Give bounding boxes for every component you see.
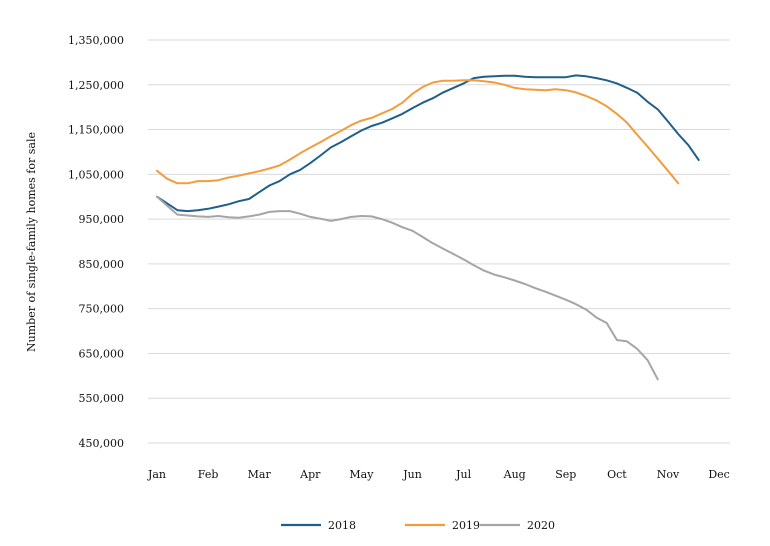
x-tick-label: Oct (607, 468, 627, 481)
y-axis-ticks: 450,000 550,000 650,000 750,000 850,000 950,0… (68, 34, 124, 450)
legend-label: 2019 (452, 519, 480, 532)
x-tick-label: Jun (402, 468, 422, 481)
series-line-2020 (156, 195, 659, 381)
y-tick-label: 1,350,000 (68, 34, 124, 47)
y-axis-label: Number of single-family homes for sale (25, 132, 38, 352)
x-tick-label: Nov (657, 468, 680, 481)
x-tick-label: Apr (299, 468, 321, 481)
legend-label: 2020 (527, 519, 555, 532)
y-tick-label: 1,050,000 (68, 168, 124, 181)
x-tick-label: Mar (248, 468, 272, 481)
x-tick-label: Dec (708, 468, 730, 481)
y-tick-label: 850,000 (79, 258, 125, 271)
series-line-2019 (156, 79, 680, 185)
y-tick-label: 750,000 (79, 303, 125, 316)
x-tick-label: May (349, 468, 374, 481)
series-line-2018 (156, 74, 700, 213)
y-tick-label: 650,000 (79, 347, 125, 360)
legend: 2018 2019 2020 (281, 519, 555, 532)
y-tick-label: 1,250,000 (68, 79, 124, 92)
x-tick-label: Feb (198, 468, 219, 481)
series-lines (156, 74, 700, 381)
x-tick-label: Aug (503, 468, 526, 481)
legend-label: 2018 (328, 519, 356, 532)
x-axis-ticks: Jan Feb Mar Apr May Jun Jul Aug Sep Oct Nov Dec (147, 468, 730, 481)
x-tick-label: Sep (555, 468, 576, 481)
x-tick-label: Jul (455, 468, 471, 481)
y-tick-label: 1,150,000 (68, 124, 124, 137)
y-tick-label: 950,000 (79, 213, 125, 226)
y-tick-label: 550,000 (79, 392, 125, 405)
x-tick-label: Jan (147, 468, 166, 481)
gridlines (148, 39, 730, 444)
y-tick-label: 450,000 (79, 437, 125, 450)
